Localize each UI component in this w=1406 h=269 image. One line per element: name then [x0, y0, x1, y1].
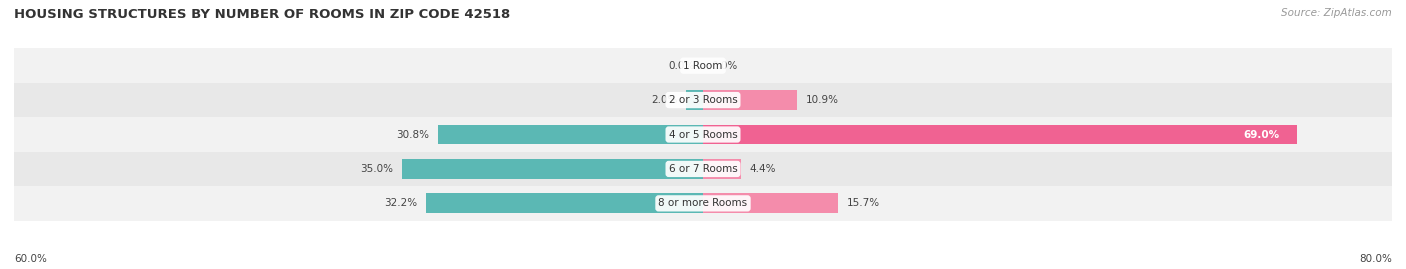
Bar — [426, 193, 703, 213]
Text: 15.7%: 15.7% — [846, 198, 880, 208]
Text: 80.0%: 80.0% — [1360, 254, 1392, 264]
Bar — [703, 125, 1298, 144]
Text: 10.9%: 10.9% — [806, 95, 838, 105]
Text: 0.0%: 0.0% — [711, 61, 738, 71]
Text: 1 Room: 1 Room — [683, 61, 723, 71]
Bar — [686, 90, 703, 110]
Bar — [437, 125, 703, 144]
Bar — [14, 186, 1392, 221]
Text: 0.0%: 0.0% — [668, 61, 695, 71]
Bar — [402, 159, 703, 179]
Text: 4 or 5 Rooms: 4 or 5 Rooms — [669, 129, 737, 140]
Text: 30.8%: 30.8% — [396, 129, 429, 140]
Bar — [14, 117, 1392, 152]
Text: 4.4%: 4.4% — [749, 164, 776, 174]
Bar — [14, 83, 1392, 117]
Text: 2.0%: 2.0% — [651, 95, 678, 105]
Text: 6 or 7 Rooms: 6 or 7 Rooms — [669, 164, 737, 174]
Text: HOUSING STRUCTURES BY NUMBER OF ROOMS IN ZIP CODE 42518: HOUSING STRUCTURES BY NUMBER OF ROOMS IN… — [14, 8, 510, 21]
Text: 35.0%: 35.0% — [360, 164, 392, 174]
Text: 69.0%: 69.0% — [1244, 129, 1279, 140]
Bar — [703, 193, 838, 213]
Bar — [703, 90, 797, 110]
Text: 32.2%: 32.2% — [384, 198, 418, 208]
Text: 8 or more Rooms: 8 or more Rooms — [658, 198, 748, 208]
Bar — [14, 152, 1392, 186]
Text: 60.0%: 60.0% — [14, 254, 46, 264]
Text: 2 or 3 Rooms: 2 or 3 Rooms — [669, 95, 737, 105]
Bar — [703, 159, 741, 179]
Text: Source: ZipAtlas.com: Source: ZipAtlas.com — [1281, 8, 1392, 18]
Bar — [14, 48, 1392, 83]
